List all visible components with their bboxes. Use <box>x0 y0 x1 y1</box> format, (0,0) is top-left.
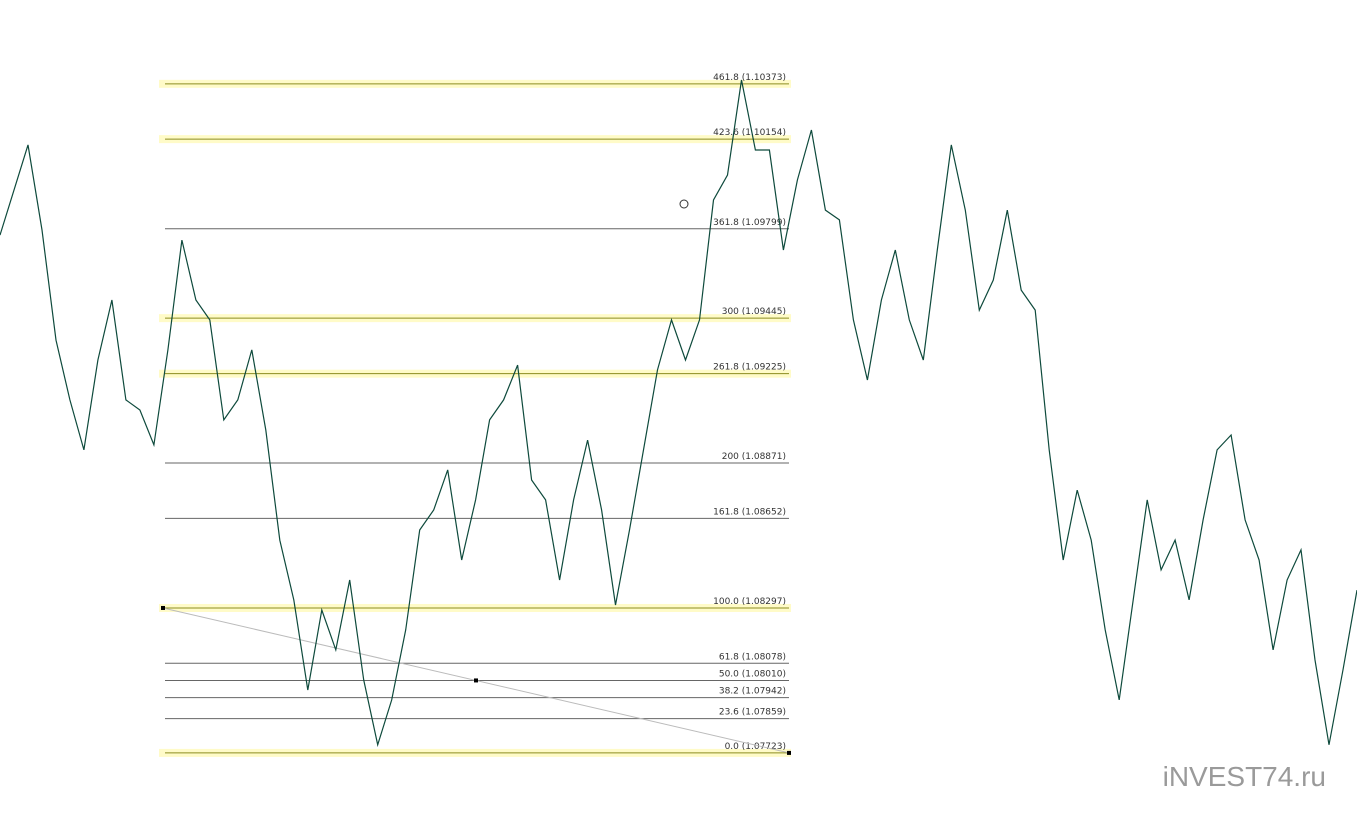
fib-level-label: 23.6 (1.07859) <box>719 708 786 718</box>
cursor-marker <box>679 199 689 209</box>
fib-handle <box>474 678 478 683</box>
fib-level-label: 161.8 (1.08652) <box>713 507 786 517</box>
fib-handle <box>161 605 165 610</box>
price-line <box>0 79 1357 748</box>
fib-level-label: 423.6 (1.10154) <box>713 128 786 138</box>
watermark: iNVEST74.ru <box>1163 761 1326 792</box>
fib-level-label: 61.8 (1.08078) <box>719 652 786 662</box>
fib-handle <box>787 750 791 755</box>
fib-level-label: 50.0 (1.08010) <box>719 669 786 679</box>
fib-level-label: 100.0 (1.08297) <box>713 597 786 607</box>
fib-levels: 461.8 (1.10373) 423.6 (1.10154) 361.8 (1.0… <box>0 73 1357 757</box>
fib-level-label: 0.0 (1.07723) <box>725 742 786 752</box>
fib-level-label: 361.8 (1.09799) <box>713 218 786 228</box>
fib-level-label: 261.8 (1.09225) <box>713 363 786 373</box>
fib-level-label: 461.8 (1.10373) <box>713 73 786 83</box>
fib-level-label: 38.2 (1.07942) <box>719 687 786 697</box>
fib-level-label: 200 (1.08871) <box>722 452 786 462</box>
fib-level-label: 300 (1.09445) <box>722 307 786 317</box>
